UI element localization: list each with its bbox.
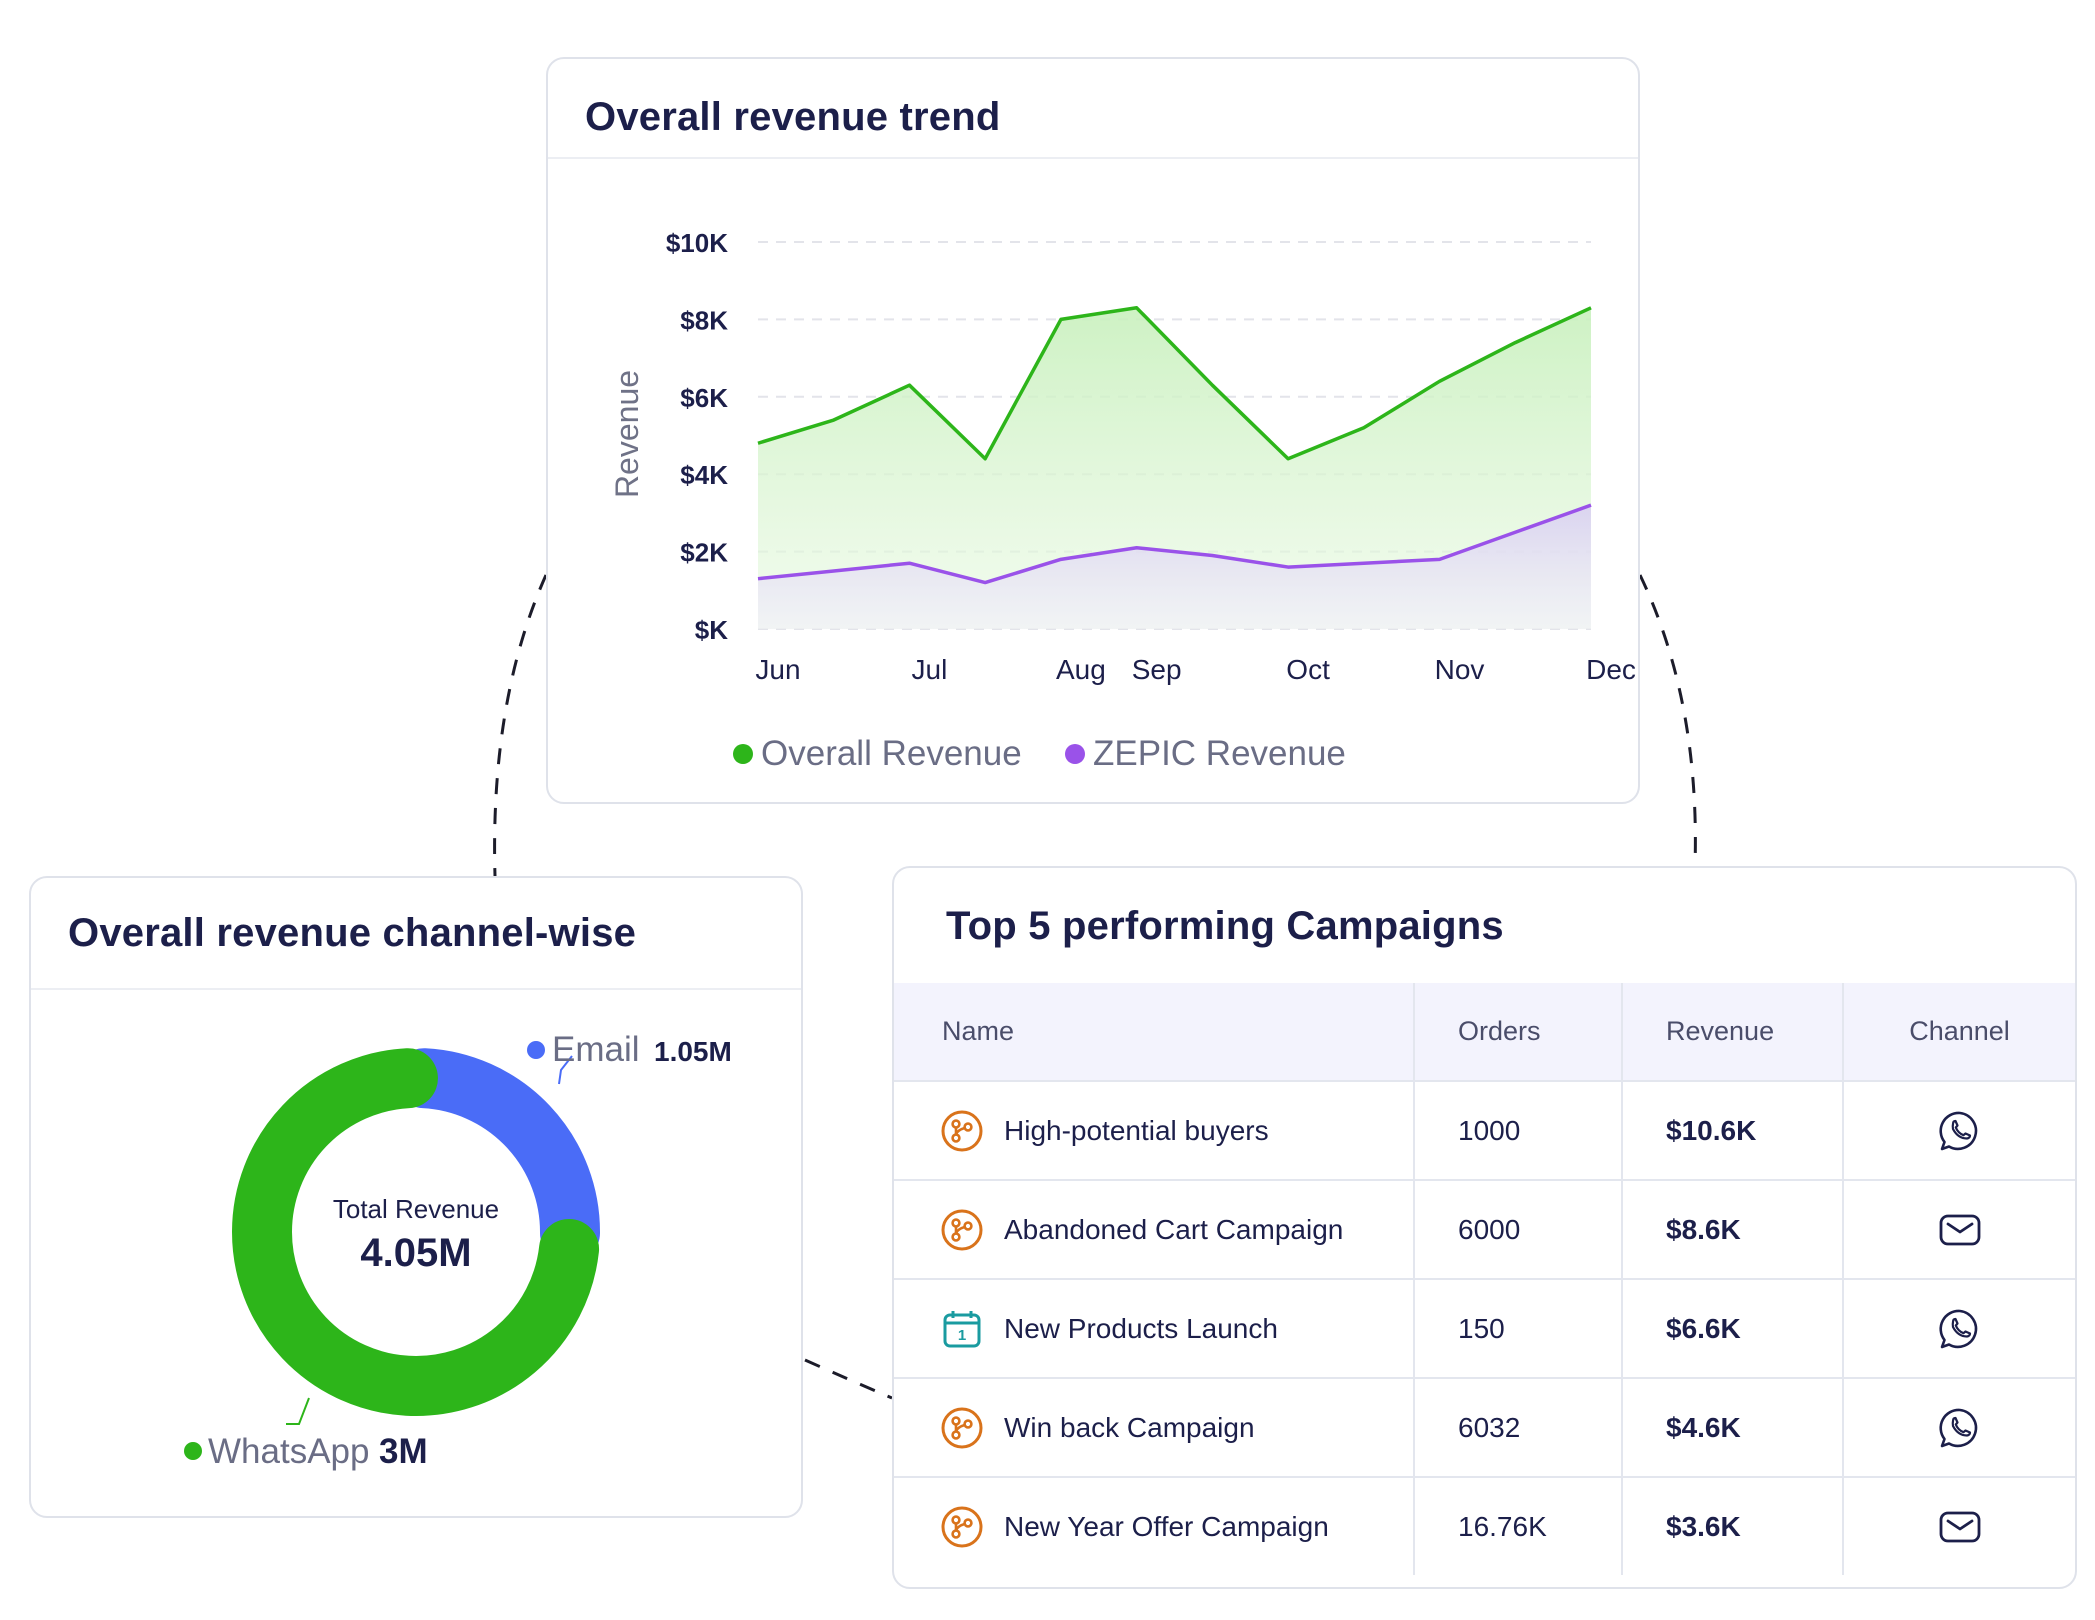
whatsapp-icon [1938, 1406, 1982, 1450]
series-line [757, 503, 1592, 585]
campaign-revenue: $8.6K [1622, 1180, 1844, 1280]
legend-swatch [527, 1041, 545, 1059]
email-slice-name: Email [552, 1030, 640, 1069]
calendar-icon: 1 [940, 1307, 984, 1351]
email-icon [1938, 1208, 1982, 1252]
series-line [757, 306, 1592, 461]
campaign-name-cell: New Year Offer Campaign [894, 1477, 1415, 1575]
email-slice-value: 1.05M [654, 1036, 732, 1067]
journey-icon [940, 1109, 984, 1153]
table-row[interactable]: 1 New Products Launch 150 $6.6K [894, 1279, 2075, 1379]
campaign-name[interactable]: New Products Launch [1004, 1312, 1278, 1344]
journey-icon [940, 1505, 984, 1549]
column-header-revenue[interactable]: Revenue [1622, 983, 1844, 1082]
column-header-channel[interactable]: Channel [1843, 983, 2075, 1082]
series-area [758, 307, 1591, 629]
campaign-name[interactable]: Win back Campaign [1004, 1411, 1255, 1443]
legend-label: ZEPIC Revenue [1093, 734, 1346, 773]
donut-center-label: Total Revenue [333, 1194, 499, 1224]
whatsapp-icon [1938, 1307, 1982, 1351]
campaign-name-cell: 1 New Products Launch [894, 1279, 1415, 1379]
series-area [758, 505, 1591, 629]
legend-label: Overall Revenue [761, 734, 1022, 773]
top-campaigns-card: Top 5 performing Campaigns Name Orders R… [892, 866, 2077, 1589]
journey-icon [940, 1208, 984, 1252]
table-row[interactable]: Abandoned Cart Campaign 6000 $8.6K [894, 1180, 2075, 1280]
whatsapp-slice-name: WhatsApp [208, 1432, 369, 1471]
channel-donut-chart: Total Revenue 4.05M Email 1.05M WhatsApp 3M [184, 1030, 732, 1471]
trend-card-divider [548, 157, 1638, 159]
x-tick-label: Jun [755, 654, 800, 685]
donut-center-value: 4.05M [360, 1231, 471, 1275]
campaign-channel-cell [1843, 1378, 2075, 1478]
svg-text:1: 1 [958, 1327, 966, 1344]
campaign-name-cell: Abandoned Cart Campaign [894, 1180, 1415, 1280]
whatsapp-icon [1938, 1109, 1982, 1153]
whatsapp-slice-value: 3M [379, 1432, 428, 1471]
y-tick-label: $6K [680, 383, 728, 413]
y-axis-label: Revenue [609, 370, 645, 498]
connector-right [1638, 574, 1697, 867]
x-tick-label: Aug [1056, 654, 1106, 685]
x-tick-label: Dec [1586, 654, 1636, 685]
column-header-name[interactable]: Name [894, 983, 1415, 1082]
legend-swatch [733, 744, 753, 764]
campaign-channel-cell [1843, 1081, 2075, 1181]
campaign-channel-cell [1843, 1180, 2075, 1280]
email-leader-line [558, 1055, 573, 1085]
revenue-trend-chart: $K $2K $4K $6K $8K $10K Revenue Jun Jul Aug Sep Oct… [609, 228, 1636, 773]
campaign-revenue: $3.6K [1622, 1477, 1844, 1575]
campaign-name-cell: Win back Campaign [894, 1378, 1415, 1478]
campaign-revenue: $4.6K [1622, 1378, 1844, 1478]
legend-swatch [184, 1442, 202, 1460]
campaigns-table: Name Orders Revenue Channel High-potenti… [894, 983, 2075, 1575]
y-tick-label: $4K [680, 460, 728, 490]
x-tick-label: Jul [912, 654, 948, 685]
campaign-name-cell: High-potential buyers [894, 1081, 1415, 1181]
email-icon [1938, 1505, 1982, 1549]
campaign-name[interactable]: High-potential buyers [1004, 1114, 1269, 1146]
campaign-orders: 150 [1414, 1279, 1623, 1379]
campaign-channel-cell [1843, 1279, 2075, 1379]
x-tick-label: Sep [1132, 654, 1182, 685]
donut-slice-email [394, 1048, 600, 1263]
table-row[interactable]: Win back Campaign 6032 $4.6K [894, 1378, 2075, 1478]
campaign-orders: 6032 [1414, 1378, 1623, 1478]
y-tick-label: $8K [680, 305, 728, 335]
campaign-revenue: $6.6K [1622, 1279, 1844, 1379]
campaign-name[interactable]: New Year Offer Campaign [1004, 1510, 1329, 1542]
x-tick-label: Nov [1435, 654, 1485, 685]
channel-revenue-card: Overall revenue channel-wise Total Reven… [29, 876, 803, 1518]
whatsapp-leader-line [286, 1397, 310, 1425]
campaign-orders: 6000 [1414, 1180, 1623, 1280]
y-tick-label: $10K [666, 228, 728, 258]
y-tick-label: $2K [680, 538, 728, 568]
legend-swatch [1065, 744, 1085, 764]
x-tick-label: Oct [1286, 654, 1330, 685]
campaign-orders: 1000 [1414, 1081, 1623, 1181]
channel-card-divider [31, 988, 801, 990]
table-row[interactable]: High-potential buyers 1000 $10.6K [894, 1081, 2075, 1181]
campaign-name[interactable]: Abandoned Cart Campaign [1004, 1213, 1344, 1245]
donut-slice-whatsapp [232, 1048, 600, 1416]
column-header-orders[interactable]: Orders [1414, 983, 1623, 1082]
channel-card-title: Overall revenue channel-wise [68, 911, 637, 955]
table-row[interactable]: New Year Offer Campaign 16.76K $3.6K [894, 1477, 2075, 1575]
connector-left [493, 574, 548, 877]
revenue-trend-card: Overall revenue trend $K $2K $4K $6K $8K $10K… [546, 57, 1640, 804]
connector-middle [804, 1358, 893, 1400]
campaign-channel-cell [1843, 1477, 2075, 1575]
campaigns-card-title: Top 5 performing Campaigns [946, 904, 1504, 948]
trend-card-title: Overall revenue trend [585, 95, 1001, 139]
table-header-row: Name Orders Revenue Channel [894, 983, 2075, 1082]
journey-icon [940, 1406, 984, 1450]
campaign-revenue: $10.6K [1622, 1081, 1844, 1181]
campaign-orders: 16.76K [1414, 1477, 1623, 1575]
y-tick-label: $K [695, 615, 728, 645]
